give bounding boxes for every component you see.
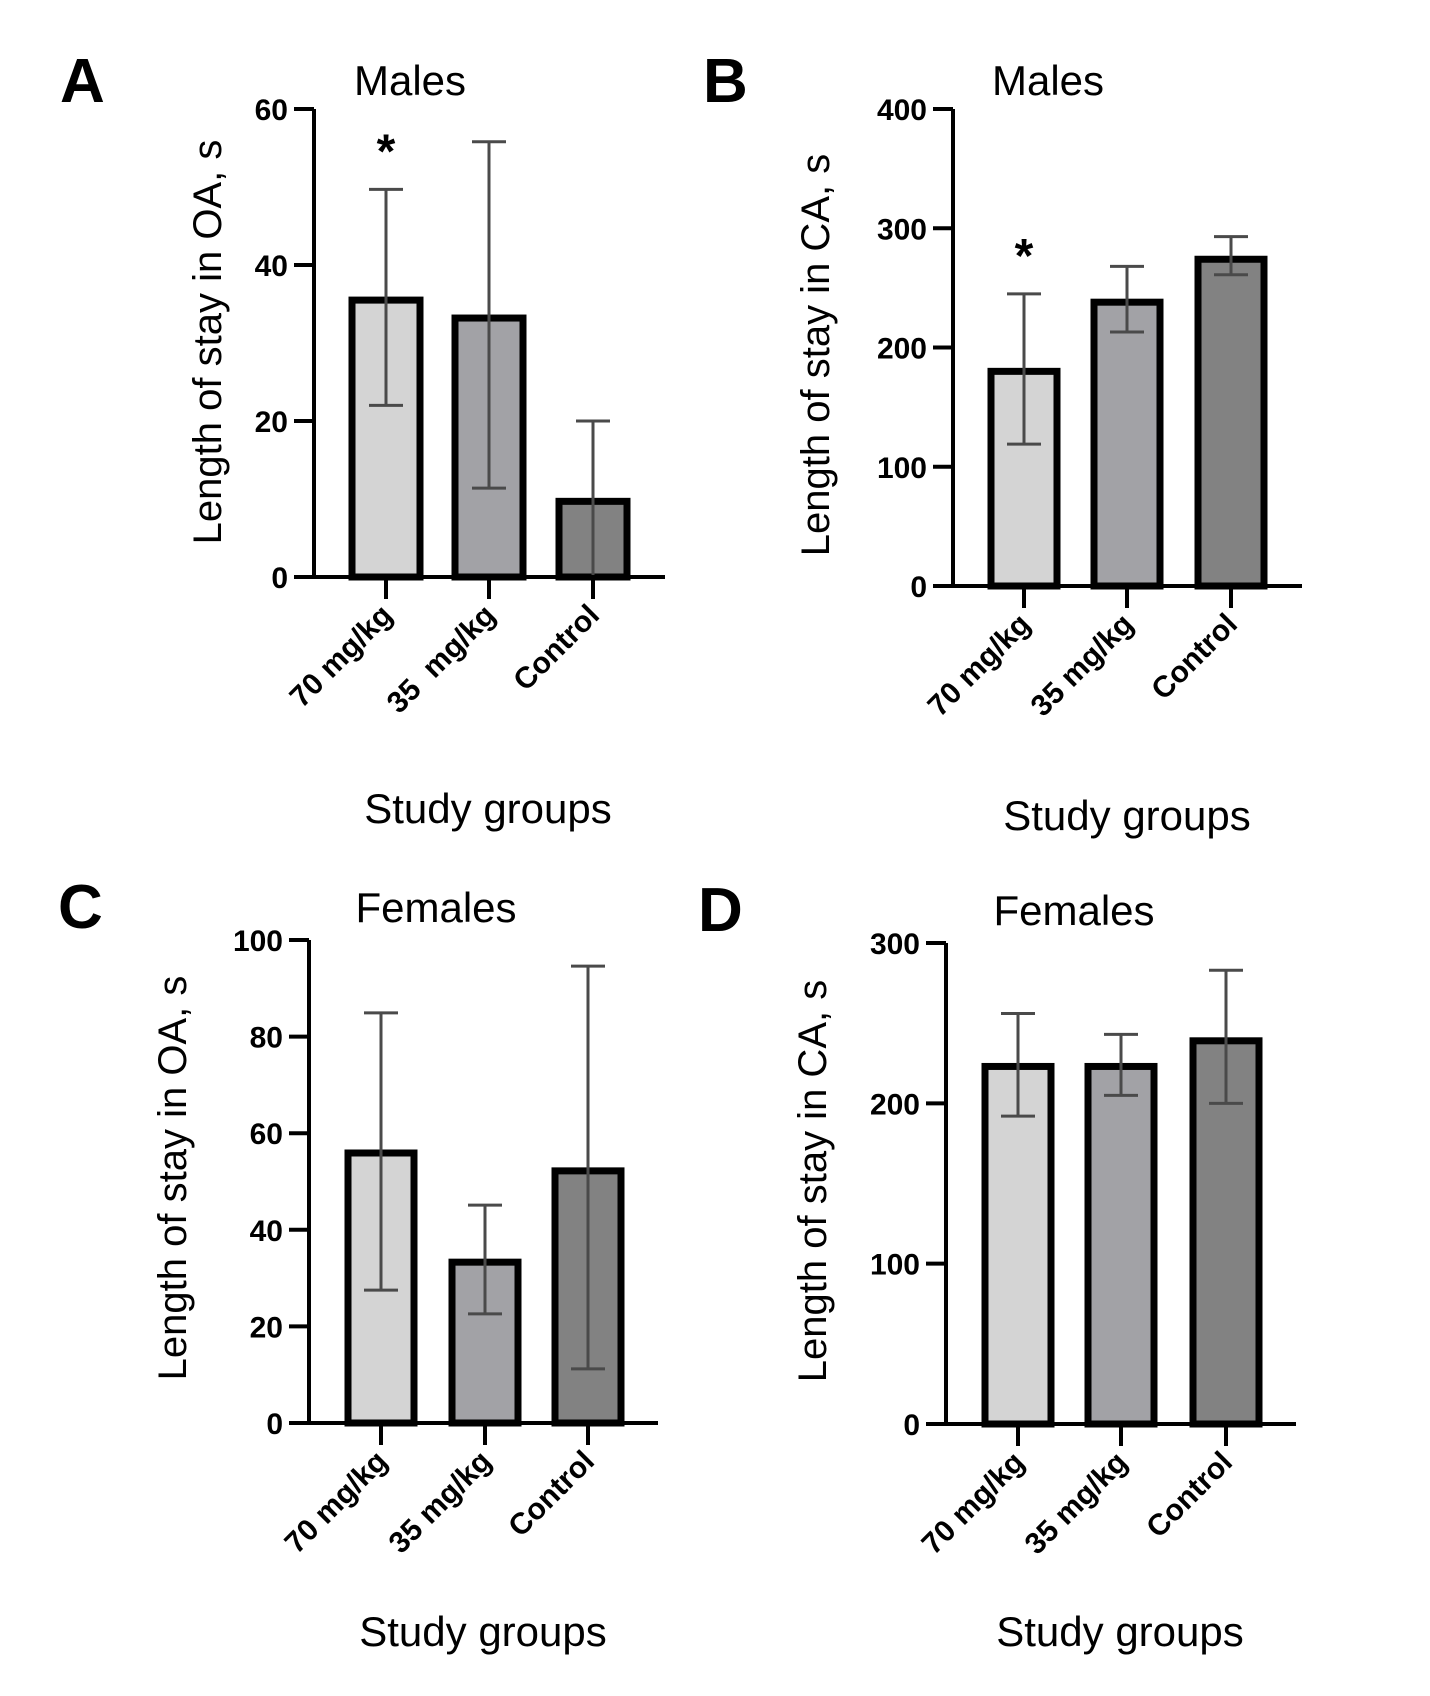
y-tick-label: 0: [271, 562, 288, 595]
panel-letter: A: [60, 47, 105, 116]
panel-letter: B: [703, 47, 748, 116]
y-axis-title: Length of stay in OA, s: [151, 976, 195, 1381]
error-bar: [576, 419, 610, 577]
panel-letter: D: [698, 876, 743, 945]
x-axis-title: Study groups: [1003, 792, 1251, 839]
y-tick-label: 100: [870, 1249, 920, 1282]
x-tick-label: 35 mg/kg: [1025, 608, 1140, 723]
x-tick-label: 35 mg/kg: [383, 1445, 498, 1560]
y-tick-label: 300: [870, 928, 920, 961]
x-tick-label: 35 mg/kg: [1019, 1446, 1134, 1561]
x-tick-label: Control: [1145, 608, 1244, 707]
y-tick-label: 40: [250, 1215, 283, 1248]
panel-d: D Females Length of stay in CA, s Study …: [698, 876, 1296, 1655]
panel-a: A Males Length of stay in OA, s Study gr…: [60, 47, 665, 832]
panel-letter: C: [58, 873, 103, 942]
error-bar: [571, 964, 605, 1371]
x-axis-title: Study groups: [364, 785, 612, 832]
y-tick-label: 200: [870, 1088, 920, 1121]
x-tick-label: 70 mg/kg: [279, 1445, 394, 1560]
y-axis-title: Length of stay in CA, s: [794, 154, 838, 556]
y-axis-title: Length of stay in CA, s: [791, 980, 835, 1382]
y-tick-label: 100: [877, 452, 927, 485]
chart-title: Males: [354, 57, 466, 104]
y-tick-label: 100: [233, 925, 283, 958]
panel-c: C Females Length of stay in OA, s Study …: [58, 873, 658, 1655]
x-tick-label: 70 mg/kg: [916, 1446, 1031, 1561]
y-tick-label: 0: [266, 1408, 283, 1441]
bar: [1194, 255, 1268, 590]
y-tick-label: 200: [877, 333, 927, 366]
y-tick-label: 400: [877, 94, 927, 127]
y-tick-label: 40: [255, 250, 288, 283]
chart-title: Females: [993, 887, 1154, 934]
chart-title: Females: [355, 884, 516, 931]
error-bar: [1001, 1012, 1035, 1118]
error-bar: [364, 1011, 398, 1292]
y-tick-label: 20: [250, 1311, 283, 1344]
x-axis-title: Study groups: [359, 1608, 607, 1655]
chart-title: Males: [992, 57, 1104, 104]
x-axis-title: Study groups: [996, 1608, 1244, 1655]
error-bar: [472, 140, 506, 490]
significance-marker: *: [377, 125, 396, 178]
y-tick-label: 20: [255, 406, 288, 439]
error-bar: [1209, 968, 1243, 1105]
panel-b: B Males Length of stay in CA, s Study gr…: [703, 47, 1302, 839]
bar: [1084, 1062, 1158, 1428]
significance-marker: *: [1015, 230, 1034, 283]
bar: [1090, 298, 1164, 590]
error-bar: [369, 187, 403, 407]
x-tick-label: Control: [502, 1445, 601, 1544]
error-bar: [1104, 1032, 1138, 1097]
error-bar: [468, 1203, 502, 1316]
x-tick-label: 70 mg/kg: [922, 608, 1037, 723]
y-tick-label: 60: [250, 1118, 283, 1151]
y-axis-title: Length of stay in OA, s: [186, 140, 230, 545]
y-tick-label: 0: [910, 571, 927, 604]
x-tick-label: Control: [507, 599, 606, 698]
x-tick-label: 35 mg/kg: [381, 599, 502, 720]
y-tick-label: 300: [877, 213, 927, 246]
error-bar: [1214, 235, 1248, 277]
y-tick-label: 80: [250, 1022, 283, 1055]
x-tick-label: Control: [1140, 1446, 1239, 1545]
y-tick-label: 60: [255, 94, 288, 127]
y-tick-label: 0: [903, 1409, 920, 1442]
bar: [981, 1062, 1055, 1428]
error-bar: [1007, 292, 1041, 446]
error-bar: [1110, 264, 1144, 334]
